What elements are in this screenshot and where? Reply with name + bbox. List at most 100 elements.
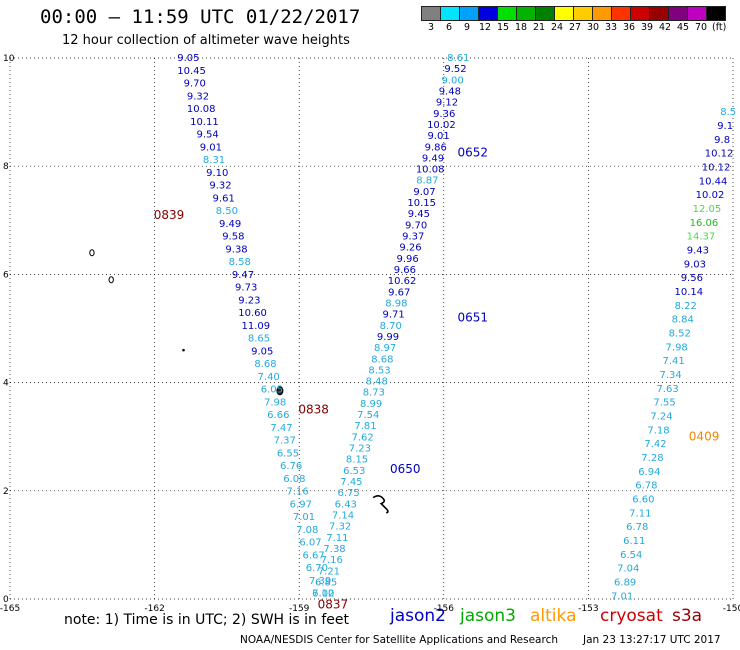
wave-height-value: 6.60 <box>632 494 654 505</box>
colorbar-tick-label: 42 <box>658 22 672 33</box>
wave-height-value: 9.32 <box>209 181 231 192</box>
island-small-islet-b <box>182 348 185 352</box>
wave-height-value: 8.68 <box>254 359 276 370</box>
longitude-tick-label: -165 <box>0 604 20 614</box>
wave-height-value: 9.73 <box>235 283 257 294</box>
wave-height-value: 9.47 <box>232 270 254 281</box>
island-kiribati-atoll <box>372 495 389 514</box>
wave-height-value: 6.08 <box>283 474 305 485</box>
wave-height-value: 9.05 <box>251 346 273 357</box>
colorbar-labels: 3 6 9 12 15 18 21 24 27 30 33 36 39 42 45 70 (ft) <box>422 22 726 33</box>
wave-height-value: 6.53 <box>343 466 365 477</box>
wave-height-value: 8.84 <box>672 315 694 326</box>
latitude-tick-label: 0 <box>3 595 9 605</box>
wave-height-value: 9.61 <box>213 193 235 204</box>
wave-height-value: 8.65 <box>248 334 270 345</box>
wave-height-value: 6.89 <box>614 577 636 588</box>
wave-height-value: 6.70 <box>306 563 328 574</box>
wave-height-value: 6.94 <box>638 467 660 478</box>
figure-subtitle: 12 hour collection of altimeter wave hei… <box>62 33 350 48</box>
wave-height-value: 7.42 <box>644 439 666 450</box>
wave-height-value: 7.47 <box>270 423 292 434</box>
wave-height-value: 7.18 <box>647 425 669 436</box>
colorbar-tick-label: 24 <box>550 22 564 33</box>
wave-height-value: 10.08 <box>187 104 216 115</box>
wave-height-value: 7.14 <box>332 510 354 521</box>
wave-height-value: 8.98 <box>385 298 407 309</box>
wave-height-value: 6.07 <box>299 538 321 549</box>
wave-height-value: 8.53 <box>368 365 390 376</box>
wave-height-value: 8.99 <box>360 399 382 410</box>
wave-height-value: 8.68 <box>371 354 393 365</box>
longitude-tick-label: -156 <box>434 604 455 614</box>
pass-time-label: 0839 <box>154 208 185 222</box>
wave-height-value: 7.08 <box>296 525 318 536</box>
wave-height-value: 8.15 <box>346 455 368 466</box>
satellite-legend-s3a: s3a <box>672 606 703 626</box>
wave-height-value: 10.44 <box>699 176 728 187</box>
wave-height-value: 6.85 <box>315 577 337 588</box>
colorbar-tick-label: 3 <box>427 22 435 33</box>
colorbar-tick-label: 15 <box>496 22 510 33</box>
longitude-tick-label: -153 <box>578 604 598 614</box>
wave-height-value: 9.45 <box>408 209 430 220</box>
colorbar-tick-label: 9 <box>463 22 471 33</box>
island-jarvis-like-islet <box>89 249 95 257</box>
wave-height-value: 9.49 <box>422 153 444 164</box>
wave-height-value: 9.52 <box>444 64 466 75</box>
wave-height-value: 7.11 <box>629 508 651 519</box>
wave-height-value: 7.24 <box>650 411 672 422</box>
pass-time-label: 0650 <box>390 462 421 476</box>
island-small-islet-a <box>108 276 114 284</box>
wave-height-value: 7.01 <box>611 591 633 602</box>
wave-height-value: 7.98 <box>264 397 286 408</box>
wave-height-value: 9.49 <box>219 219 241 230</box>
wave-height-value: 7.16 <box>286 487 308 498</box>
wave-height-value: 8.5 <box>720 107 736 118</box>
wave-height-value: 10.08 <box>416 165 445 176</box>
longitude-tick-label: -150 <box>723 604 740 614</box>
colorbar-tick-label: 21 <box>532 22 546 33</box>
map-pass-labels: 0839 0838 0837 0652 0651 0650 0409 <box>154 146 720 612</box>
wave-height-value: 9.37 <box>402 232 424 243</box>
wave-height-value: 10.02 <box>696 190 725 201</box>
wave-height-value: 10.14 <box>674 287 703 298</box>
wave-height-value: 9.96 <box>397 254 419 265</box>
wave-height-value: 7.38 <box>323 544 345 555</box>
wave-height-value: 6.05 <box>261 385 283 396</box>
wave-height-value: 8.73 <box>363 388 385 399</box>
wave-height-value: 9.01 <box>200 142 222 153</box>
wave-height-value: 8.31 <box>203 155 225 166</box>
wave-height-value: 9.58 <box>222 232 244 243</box>
wave-height-value: 8.70 <box>380 321 402 332</box>
wave-height-value: 7.40 <box>258 372 280 383</box>
wave-height-value: 8.97 <box>374 343 396 354</box>
satellite-legend-jason2: jason2 <box>390 606 446 626</box>
wave-height-value: 7.37 <box>274 436 296 447</box>
wave-height-value: 9.66 <box>394 265 416 276</box>
wave-height-value: 9.48 <box>439 86 461 97</box>
wave-height-value: 6.75 <box>337 488 359 499</box>
map-tracks: 9.0510.459.709.3210.0810.119.549.018.319… <box>177 53 736 602</box>
latitude-tick-label: 10 <box>3 54 15 64</box>
wave-height-value: 6.67 <box>303 550 325 561</box>
wave-height-value: 10.15 <box>407 198 436 209</box>
wave-height-value: 10.12 <box>702 162 731 173</box>
map-grid: -165 -162 -159 -156 -153 -150 0 2 4 6 8 10 <box>0 54 740 614</box>
wave-height-value: 9.12 <box>436 98 458 109</box>
wave-height-value: 9.56 <box>681 273 703 284</box>
wave-height-value: 9.32 <box>187 91 209 102</box>
wave-height-value: 10.60 <box>238 308 267 319</box>
wave-height-value: 6.78 <box>635 481 657 492</box>
pass-time-label: 0409 <box>689 430 720 444</box>
wave-height-value: 6.97 <box>290 499 312 510</box>
wave-height-value: 7.21 <box>318 566 340 577</box>
wave-height-colorbar <box>421 6 726 21</box>
colorbar-tick-label: 33 <box>604 22 618 33</box>
wave-height-value: 9.99 <box>377 332 399 343</box>
latitude-tick-label: 8 <box>3 162 9 172</box>
wave-height-value: 9.26 <box>399 243 421 254</box>
wave-height-value: 7.28 <box>641 453 663 464</box>
